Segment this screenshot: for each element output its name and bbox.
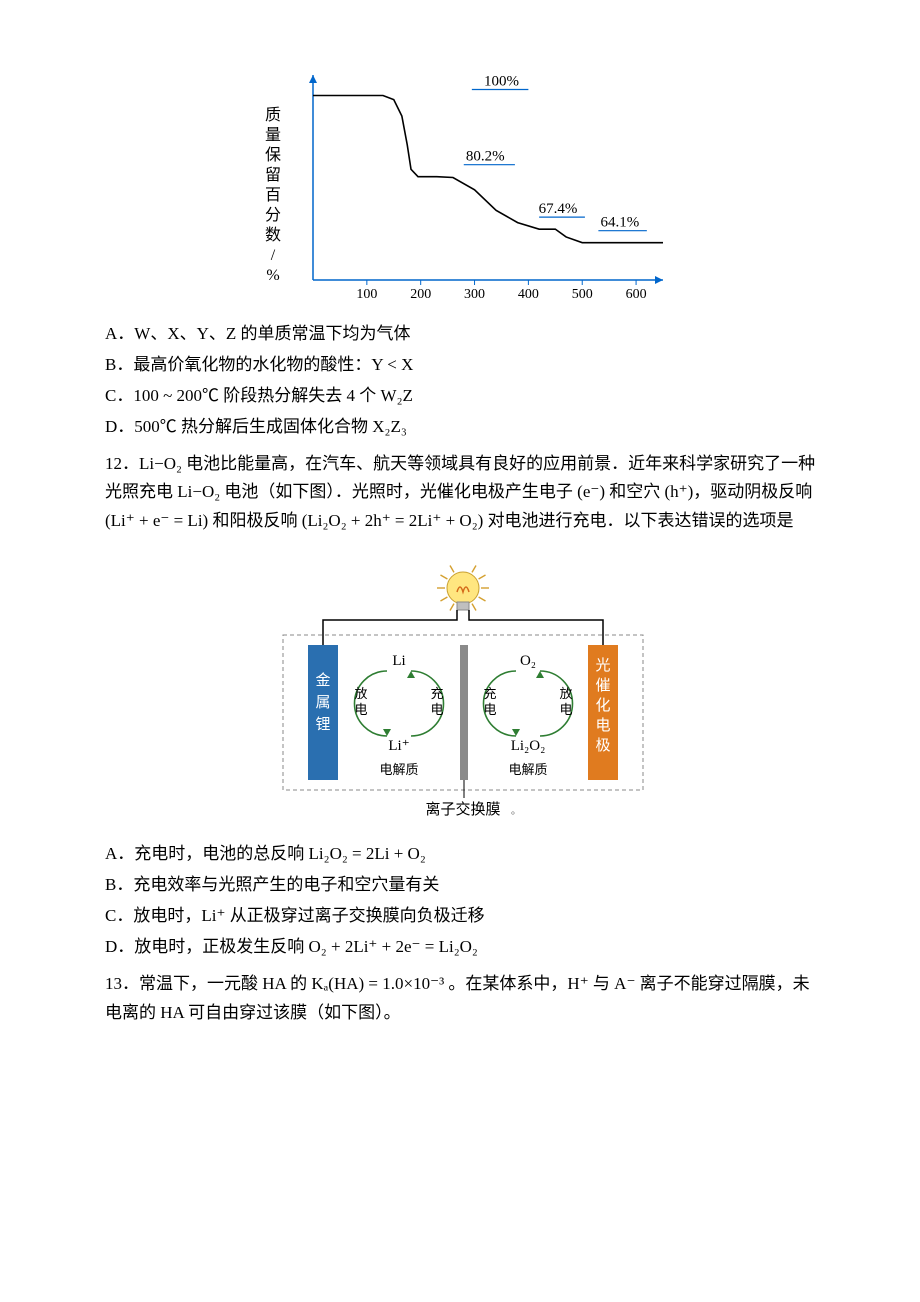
svg-text:催: 催 (595, 677, 610, 694)
svg-text:金: 金 (315, 672, 330, 689)
svg-text:属: 属 (315, 695, 330, 711)
svg-text:质: 质 (264, 106, 280, 124)
svg-text:保: 保 (264, 146, 280, 164)
svg-text:充: 充 (430, 686, 443, 701)
svg-text:电: 电 (595, 717, 610, 734)
battery-diagram: 金属锂光催化电极LiLi⁺放电充电电解质O₂Li₂O₂充电放电电解质离子交换膜。 (253, 550, 673, 830)
q12-f5: (Li⁺ + e⁻ = Li) (105, 511, 208, 530)
q11-c-pre: C．100 ~ 200℃ 阶段热分解失去 4 个 (105, 386, 381, 405)
q12-option-d: D．放电时，正极发生反响 O₂ + 2Li⁺ + 2e⁻ = Li₂O₂ (105, 933, 820, 962)
svg-text:电: 电 (354, 702, 367, 717)
svg-text:电解质: 电解质 (508, 762, 547, 777)
svg-text:/: / (270, 247, 275, 264)
q12-c-formula: Li⁺ (201, 906, 225, 925)
svg-text:分: 分 (264, 206, 280, 224)
q13-pre: 13．常温下，一元酸 HA 的 (105, 974, 311, 993)
svg-text:量: 量 (264, 127, 280, 144)
svg-text:锂: 锂 (315, 716, 330, 733)
q12-option-b: B．充电效率与光照产生的电子和空穴量有关 (105, 871, 820, 900)
q12-t2: 电池（如下图）．光照时，光催化电极产生电子 (220, 482, 577, 501)
svg-text:留: 留 (264, 166, 280, 184)
svg-text:500: 500 (571, 287, 592, 302)
q11-c-formula: W₂Z (381, 386, 413, 405)
svg-text:电: 电 (483, 702, 496, 717)
q11-option-b: B．最高价氧化物的水化物的酸性：Y < X (105, 351, 820, 380)
q12-a-formula: Li₂O₂ = 2Li + O₂ (309, 844, 426, 863)
q13-stem: 13．常温下，一元酸 HA 的 Kₐ(HA) = 1.0×10⁻³ 。在某体系中… (105, 970, 820, 1028)
q12-t5: 和阳极反响 (208, 511, 302, 530)
svg-text:。: 。 (511, 806, 521, 817)
svg-text:数: 数 (264, 226, 280, 244)
svg-text:200: 200 (410, 287, 431, 302)
q12-t6: 对电池进行充电．以下表达错误的选项是 (483, 511, 793, 530)
svg-text:400: 400 (517, 287, 538, 302)
svg-text:%: % (266, 267, 279, 284)
svg-text:化: 化 (595, 697, 610, 714)
q12-f6: (Li₂O₂ + 2h⁺ = 2Li⁺ + O₂) (302, 511, 484, 530)
svg-text:光: 光 (595, 657, 610, 674)
q12-a-pre: A．充电时，电池的总反响 (105, 844, 309, 863)
q11-d-pre: D．500℃ 热分解后生成固体化合物 (105, 417, 372, 436)
q11-option-c: C．100 ~ 200℃ 阶段热分解失去 4 个 W₂Z (105, 382, 820, 411)
svg-text:离子交换膜: 离子交换膜 (425, 800, 500, 818)
svg-text:极: 极 (595, 737, 610, 754)
q12-t4: ，驱动阴极反响 (693, 482, 812, 501)
q13-f1: Kₐ(HA) = 1.0×10⁻³ (311, 974, 444, 993)
q11-option-a: A．W、X、Y、Z 的单质常温下均为气体 (105, 320, 820, 349)
svg-text:百: 百 (264, 187, 280, 204)
svg-text:64.1%: 64.1% (600, 215, 639, 231)
svg-text:100%: 100% (483, 74, 518, 90)
svg-text:Li: Li (392, 653, 405, 669)
svg-text:600: 600 (625, 287, 646, 302)
q12-d-pre: D．放电时，正极发生反响 (105, 937, 309, 956)
q12-f4: (h⁺) (665, 482, 694, 501)
q12-t3: 和空穴 (605, 482, 665, 501)
q12-d-formula: O₂ + 2Li⁺ + 2e⁻ = Li₂O₂ (309, 937, 478, 956)
mass-retention-chart-wrap: 100 200 300 400 500 600 100% 80.2% 67.4% 64.1% 质量保… (105, 60, 820, 310)
q12-option-c: C．放电时，Li⁺ 从正极穿过离子交换膜向负极迁移 (105, 902, 820, 931)
svg-text:Li⁺: Li⁺ (388, 738, 409, 754)
q12-num: 12． (105, 454, 139, 473)
svg-text:放: 放 (354, 686, 367, 701)
q13-f2: H⁺ (567, 974, 588, 993)
svg-text:80.2%: 80.2% (465, 149, 504, 165)
q12-f3: (e⁻) (577, 482, 605, 501)
svg-text:Li₂O₂: Li₂O₂ (510, 738, 545, 754)
mass-retention-chart: 100 200 300 400 500 600 100% 80.2% 67.4% 64.1% 质量保… (243, 60, 683, 310)
q11-option-d: D．500℃ 热分解后生成固体化合物 X₂Z₃ (105, 413, 820, 442)
q12-stem: 12．Li−O₂ 电池比能量高，在汽车、航天等领域具有良好的应用前景．近年来科学… (105, 450, 820, 537)
svg-text:67.4%: 67.4% (538, 201, 577, 217)
q13-m2: 与 (589, 974, 615, 993)
svg-text:电: 电 (430, 702, 443, 717)
svg-text:300: 300 (464, 287, 485, 302)
q11-d-formula: X₂Z₃ (372, 417, 407, 436)
svg-text:100: 100 (356, 287, 377, 302)
q12-f1: Li−O₂ (139, 454, 182, 473)
q13-m1: 。在某体系中， (444, 974, 567, 993)
q12-c-pre: C．放电时， (105, 906, 201, 925)
battery-diagram-wrap: 金属锂光催化电极LiLi⁺放电充电电解质O₂Li₂O₂充电放电电解质离子交换膜。 (105, 550, 820, 830)
svg-text:充: 充 (483, 686, 496, 701)
svg-text:电解质: 电解质 (379, 762, 418, 777)
q12-c-post: 从正极穿过离子交换膜向负极迁移 (225, 906, 484, 925)
svg-text:O₂: O₂ (519, 653, 535, 669)
q13-f3: A⁻ (614, 974, 635, 993)
svg-text:电: 电 (559, 702, 572, 717)
q12-f2: Li−O₂ (177, 482, 220, 501)
q12-option-a: A．充电时，电池的总反响 Li₂O₂ = 2Li + O₂ (105, 840, 820, 869)
svg-text:放: 放 (559, 686, 572, 701)
